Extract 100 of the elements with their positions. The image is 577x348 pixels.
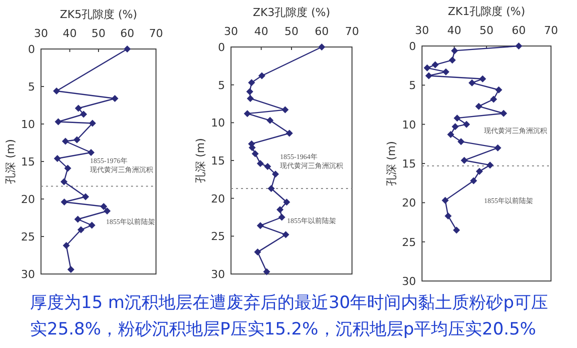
x-tick-label: 40 (254, 25, 268, 38)
point (447, 131, 454, 138)
point (515, 42, 522, 50)
y-axis-title: 孔深 (m) (4, 139, 17, 184)
point (124, 46, 131, 52)
y-tick-label: 30 (402, 275, 416, 288)
point (276, 206, 284, 214)
y-tick-label: 5 (28, 80, 35, 94)
y-tick-label: 30 (21, 268, 35, 281)
point (82, 193, 90, 200)
x-axis-title: ZK3孔隙度 (%) (252, 6, 330, 19)
y-tick-label: 20 (402, 196, 416, 210)
point (490, 96, 498, 103)
point (60, 178, 68, 186)
point (282, 231, 290, 238)
y-tick-label: 5 (218, 78, 225, 92)
point (448, 56, 456, 64)
point (266, 116, 274, 124)
point (248, 79, 256, 86)
point (60, 198, 68, 206)
y-tick-label: 10 (21, 118, 35, 131)
x-tick-label: 60 (120, 27, 134, 40)
point (62, 138, 69, 145)
point (425, 72, 432, 80)
x-tick-label: 70 (345, 25, 359, 38)
y-tick-label: 0 (28, 43, 35, 56)
point (73, 136, 80, 144)
point (468, 79, 476, 86)
y-tick-label: 15 (211, 154, 225, 168)
point (67, 266, 74, 273)
y-tick-label: 10 (211, 116, 225, 130)
point (77, 226, 84, 234)
point (53, 88, 60, 94)
point (442, 196, 449, 204)
point (244, 110, 251, 118)
x-tick-label: 40 (447, 24, 462, 37)
point (54, 118, 62, 126)
y-tick-label: 20 (211, 192, 225, 206)
x-tick-label: 50 (92, 27, 106, 40)
point (104, 208, 111, 214)
y-tick-label: 25 (211, 230, 225, 244)
y-axis-title: 孔深 (m) (194, 138, 207, 183)
point (264, 163, 272, 170)
point (88, 222, 96, 229)
point (286, 130, 293, 137)
point (463, 120, 470, 128)
y-tick-label: 15 (402, 158, 416, 170)
x-tick-label: 60 (512, 24, 526, 37)
point (452, 123, 459, 130)
point (444, 212, 452, 220)
point (476, 168, 483, 175)
point (442, 68, 450, 76)
point (88, 149, 95, 156)
point (475, 102, 482, 110)
point (252, 150, 259, 158)
point (246, 94, 254, 102)
y-tick-label: 10 (402, 118, 416, 132)
point (272, 170, 279, 178)
y-axis-title: 孔深 (m) (385, 141, 398, 186)
point (454, 114, 461, 122)
point (470, 177, 478, 184)
point (494, 144, 502, 152)
x-tick-label: 70 (149, 27, 163, 40)
x-tick-label: 50 (480, 24, 494, 37)
point (111, 95, 118, 102)
y-tick-label: 5 (409, 79, 416, 92)
point (62, 242, 70, 249)
point (64, 164, 72, 172)
point (256, 160, 264, 168)
point (458, 138, 465, 146)
point (246, 88, 254, 96)
point (54, 155, 61, 162)
y-tick-label: 15 (21, 156, 35, 168)
x-tick-label: 70 (544, 24, 558, 37)
point (88, 120, 96, 127)
y-tick-label: 25 (402, 236, 416, 249)
point (258, 72, 266, 80)
point (268, 184, 275, 192)
x-axis-title: ZK1孔隙度 (%) (448, 5, 526, 18)
point (424, 64, 431, 72)
point (256, 222, 264, 230)
x-tick-label: 60 (314, 25, 329, 38)
point (432, 61, 439, 68)
point (318, 44, 326, 50)
point (500, 110, 508, 117)
y-tick-label: 20 (21, 193, 35, 206)
point (453, 226, 460, 234)
x-tick-label: 50 (284, 25, 298, 38)
point (80, 110, 88, 118)
y-tick-label: 30 (211, 268, 225, 281)
point (283, 198, 290, 206)
x-axis-title: ZK5孔隙度 (%) (60, 8, 138, 21)
caption: 厚度为15 m沉积地层在遭废弃后的最近30年时间内黏土质粉砂p可压实25.8%，粉砂沉积地层P压实15.2%，沉积地层p平均压实20.5% (30, 293, 548, 340)
point (495, 86, 502, 94)
y-tick-label: 0 (218, 41, 225, 54)
point (486, 162, 494, 169)
x-tick-label: 40 (62, 27, 77, 40)
point (100, 203, 108, 210)
point (74, 104, 82, 112)
point (278, 214, 286, 221)
